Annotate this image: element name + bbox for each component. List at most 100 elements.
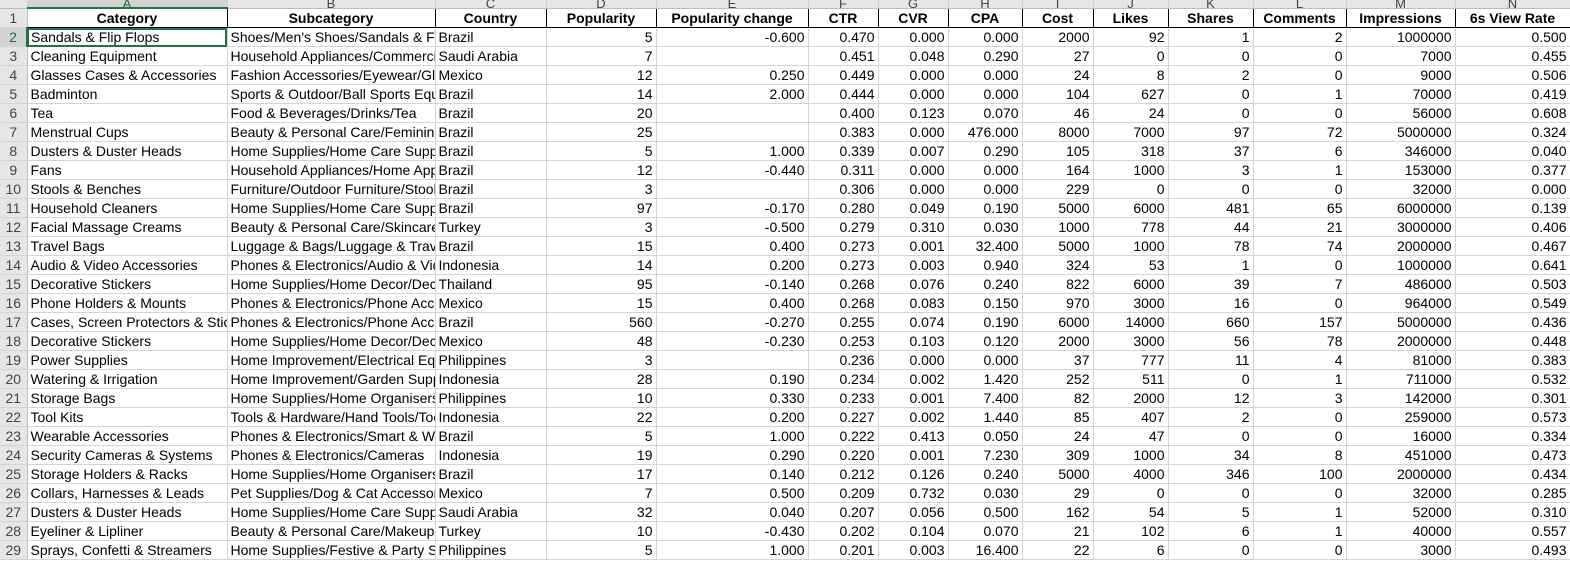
cell-f27[interactable]: 0.207 <box>808 502 879 522</box>
cell-m16[interactable]: 964000 <box>1346 293 1456 313</box>
cell-k10[interactable]: 0 <box>1168 179 1254 199</box>
row-header-18[interactable]: 18 <box>0 331 28 351</box>
cell-i13[interactable]: 5000 <box>1022 236 1094 256</box>
cell-b6[interactable]: Food & Beverages/Drinks/Tea <box>227 103 436 123</box>
cell-f14[interactable]: 0.273 <box>808 255 879 275</box>
cell-g5[interactable]: 0.000 <box>878 84 949 104</box>
header-cell-e[interactable]: Popularity change <box>655 7 809 28</box>
cell-m12[interactable]: 3000000 <box>1346 217 1456 237</box>
cell-c26[interactable]: Mexico <box>435 483 547 503</box>
cell-i8[interactable]: 105 <box>1022 141 1094 161</box>
cell-m7[interactable]: 5000000 <box>1346 122 1456 142</box>
cell-e20[interactable]: 0.190 <box>656 369 809 389</box>
column-header-c[interactable]: C <box>435 0 547 9</box>
row-header-25[interactable]: 25 <box>0 464 28 484</box>
row-header-16[interactable]: 16 <box>0 293 28 313</box>
cell-d2[interactable]: 5 <box>546 27 657 47</box>
cell-g25[interactable]: 0.126 <box>878 464 949 484</box>
cell-g18[interactable]: 0.103 <box>878 331 949 351</box>
cell-h3[interactable]: 0.290 <box>948 46 1023 66</box>
cell-k16[interactable]: 16 <box>1168 293 1254 313</box>
cell-j8[interactable]: 318 <box>1093 141 1169 161</box>
cell-e4[interactable]: 0.250 <box>656 65 809 85</box>
cell-f16[interactable]: 0.268 <box>808 293 879 313</box>
cell-e21[interactable]: 0.330 <box>656 388 809 408</box>
cell-e16[interactable]: 0.400 <box>656 293 809 313</box>
cell-d18[interactable]: 48 <box>546 331 657 351</box>
cell-l29[interactable]: 0 <box>1253 540 1347 560</box>
cell-f15[interactable]: 0.268 <box>808 274 879 294</box>
cell-j23[interactable]: 47 <box>1093 426 1169 446</box>
cell-f7[interactable]: 0.383 <box>808 122 879 142</box>
cell-a23[interactable]: Wearable Accessories <box>27 426 228 446</box>
cell-n27[interactable]: 0.310 <box>1455 502 1570 522</box>
cell-l16[interactable]: 0 <box>1253 293 1347 313</box>
cell-b11[interactable]: Home Supplies/Home Care Supplies <box>227 198 436 218</box>
cell-n14[interactable]: 0.641 <box>1455 255 1570 275</box>
cell-g17[interactable]: 0.074 <box>878 312 949 332</box>
cell-h28[interactable]: 0.070 <box>948 521 1023 541</box>
row-header-24[interactable]: 24 <box>0 445 28 465</box>
cell-l22[interactable]: 0 <box>1253 407 1347 427</box>
column-header-l[interactable]: L <box>1253 0 1347 9</box>
header-cell-m[interactable]: Impressions <box>1345 7 1456 28</box>
cell-m5[interactable]: 70000 <box>1346 84 1456 104</box>
row-header-7[interactable]: 7 <box>0 122 28 142</box>
cell-c9[interactable]: Brazil <box>435 160 547 180</box>
row-header-20[interactable]: 20 <box>0 369 28 389</box>
cell-m19[interactable]: 81000 <box>1346 350 1456 370</box>
cell-b13[interactable]: Luggage & Bags/Luggage & Travel Bags <box>227 236 436 256</box>
cell-k9[interactable]: 3 <box>1168 160 1254 180</box>
cell-g13[interactable]: 0.001 <box>878 236 949 256</box>
cell-c2[interactable]: Brazil <box>435 27 547 47</box>
cell-e25[interactable]: 0.140 <box>656 464 809 484</box>
cell-a20[interactable]: Watering & Irrigation <box>27 369 228 389</box>
cell-n7[interactable]: 0.324 <box>1455 122 1570 142</box>
cell-a18[interactable]: Decorative Stickers <box>27 331 228 351</box>
cell-b15[interactable]: Home Supplies/Home Decor/Decorative Stic… <box>227 274 436 294</box>
cell-g4[interactable]: 0.000 <box>878 65 949 85</box>
cell-l18[interactable]: 78 <box>1253 331 1347 351</box>
cell-l8[interactable]: 6 <box>1253 141 1347 161</box>
cell-d4[interactable]: 12 <box>546 65 657 85</box>
cell-f22[interactable]: 0.227 <box>808 407 879 427</box>
cell-n15[interactable]: 0.503 <box>1455 274 1570 294</box>
cell-e6[interactable] <box>656 103 809 123</box>
cell-m10[interactable]: 32000 <box>1346 179 1456 199</box>
cell-b10[interactable]: Furniture/Outdoor Furniture/Stools <box>227 179 436 199</box>
cell-b17[interactable]: Phones & Electronics/Phone Accessories <box>227 312 436 332</box>
cell-k15[interactable]: 39 <box>1168 274 1254 294</box>
cell-j10[interactable]: 0 <box>1093 179 1169 199</box>
cell-m25[interactable]: 2000000 <box>1346 464 1456 484</box>
cell-l28[interactable]: 1 <box>1253 521 1347 541</box>
row-header-5[interactable]: 5 <box>0 84 28 104</box>
cell-n18[interactable]: 0.448 <box>1455 331 1570 351</box>
cell-n11[interactable]: 0.139 <box>1455 198 1570 218</box>
cell-h18[interactable]: 0.120 <box>948 331 1023 351</box>
cell-i29[interactable]: 22 <box>1022 540 1094 560</box>
cell-g11[interactable]: 0.049 <box>878 198 949 218</box>
cell-e29[interactable]: 1.000 <box>656 540 809 560</box>
cell-g2[interactable]: 0.000 <box>878 27 949 47</box>
cell-g9[interactable]: 0.000 <box>878 160 949 180</box>
cell-h26[interactable]: 0.030 <box>948 483 1023 503</box>
cell-k14[interactable]: 1 <box>1168 255 1254 275</box>
cell-g3[interactable]: 0.048 <box>878 46 949 66</box>
cell-b27[interactable]: Home Supplies/Home Care Supplies <box>227 502 436 522</box>
cell-h27[interactable]: 0.500 <box>948 502 1023 522</box>
cell-c22[interactable]: Indonesia <box>435 407 547 427</box>
column-header-a[interactable]: A <box>27 0 228 9</box>
cell-l24[interactable]: 8 <box>1253 445 1347 465</box>
cell-i7[interactable]: 8000 <box>1022 122 1094 142</box>
cell-i23[interactable]: 24 <box>1022 426 1094 446</box>
cell-c13[interactable]: Brazil <box>435 236 547 256</box>
cell-f6[interactable]: 0.400 <box>808 103 879 123</box>
cell-d17[interactable]: 560 <box>546 312 657 332</box>
column-header-i[interactable]: I <box>1022 0 1094 9</box>
cell-l12[interactable]: 21 <box>1253 217 1347 237</box>
cell-f21[interactable]: 0.233 <box>808 388 879 408</box>
cell-a14[interactable]: Audio & Video Accessories <box>27 255 228 275</box>
cell-c11[interactable]: Brazil <box>435 198 547 218</box>
cell-a9[interactable]: Fans <box>27 160 228 180</box>
cell-i25[interactable]: 5000 <box>1022 464 1094 484</box>
